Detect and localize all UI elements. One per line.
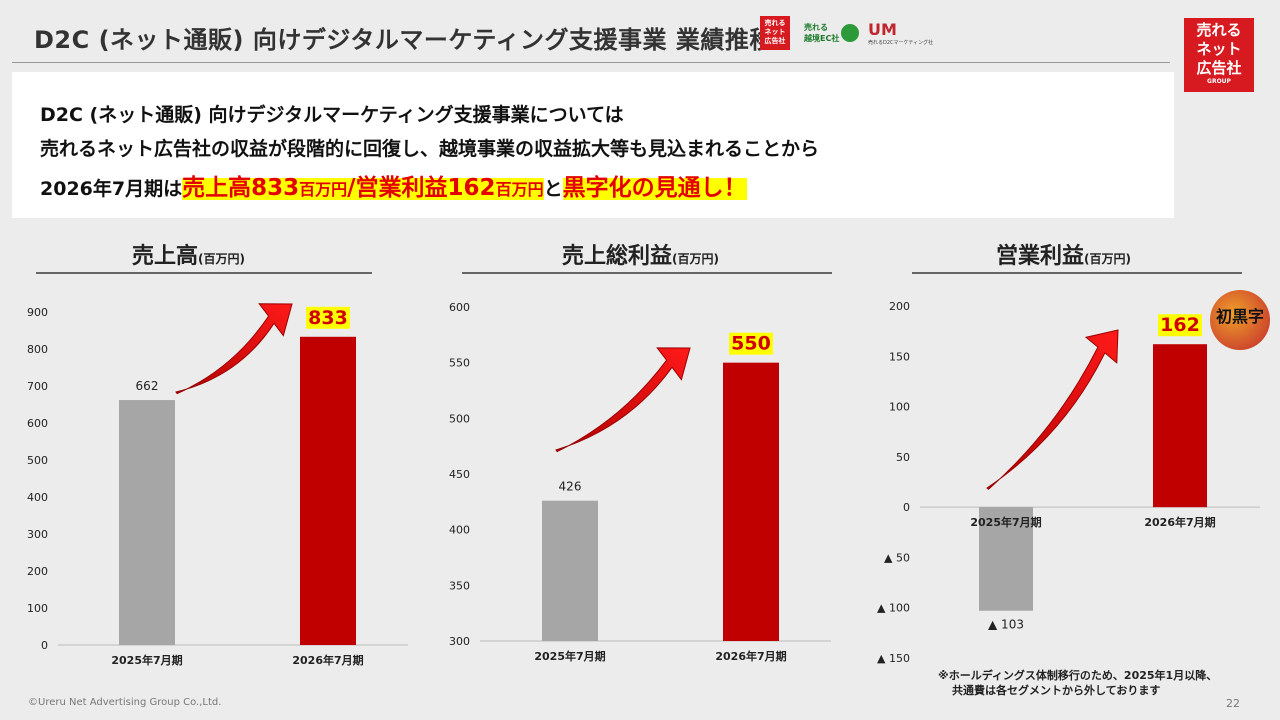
group-logo: 売れる ネット 広告社 GROUP — [1184, 18, 1254, 92]
bar — [723, 362, 779, 641]
value-label: 550 — [731, 333, 771, 355]
bar — [300, 336, 356, 645]
category-label: 2026年7月期 — [292, 653, 363, 667]
um-logo-caption: 売れるD2Cマーケティング社 — [868, 40, 934, 46]
y-tick-label: 100 — [27, 602, 48, 615]
growth-arrow-icon — [986, 329, 1119, 490]
um-logo: UM 売れるD2Cマーケティング社 — [868, 20, 933, 46]
hl-unit-2: 百万円 — [495, 180, 544, 199]
y-tick-label: ▲ 50 — [884, 551, 910, 564]
hl-op-profit: /営業利益162 — [347, 175, 496, 201]
banner-line-2: 売れるネット広告社の収益が段階的に回復し、越境事業の収益拡大等も見込まれることか… — [40, 138, 820, 160]
group-logo-text: 売れる ネット 広告社 — [1196, 21, 1242, 77]
copyright: ©Ureru Net Advertising Group Co.,Ltd. — [28, 697, 222, 708]
page-title: D2C (ネット通販) 向けデジタルマーケティング支援事業 業績推移 — [34, 26, 774, 54]
chart-title-sales-text: 売上高 — [132, 244, 199, 269]
hl-sales: 売上高833 — [182, 175, 300, 201]
bar — [1153, 344, 1207, 508]
y-tick-label: 200 — [889, 300, 910, 313]
ekkyo-logo-text: 売れる 越境EC社 — [804, 23, 840, 43]
footnote: ※ホールディングス体制移行のため、2025年1月以降、 共通費は各セグメントから… — [938, 668, 1217, 698]
ureru-net-logo: 売れる ネット 広告社 — [760, 16, 790, 50]
summary-banner: D2C (ネット通販) 向けデジタルマーケティング支援事業については 売れるネッ… — [12, 72, 1174, 218]
y-tick-label: 0 — [41, 639, 48, 652]
value-label: ▲ 103 — [988, 618, 1024, 632]
banner-mid: と — [543, 178, 563, 200]
banner-line-1: D2C (ネット通販) 向けデジタルマーケティング支援事業については — [40, 104, 624, 126]
y-tick-label: 300 — [449, 635, 470, 648]
group-logo-sub: GROUP — [1207, 78, 1231, 85]
y-tick-label: 300 — [27, 528, 48, 541]
value-label-highlight — [729, 332, 773, 355]
y-tick-label: 800 — [27, 343, 48, 356]
y-tick-label: 150 — [889, 350, 910, 363]
y-tick-label: 500 — [449, 412, 470, 425]
y-tick-label: ▲ 100 — [877, 602, 910, 615]
highlight-profitability: 黒字化の見通し！ — [562, 175, 747, 201]
chart-unit-sales: (百万円) — [198, 252, 245, 266]
y-tick-label: 50 — [896, 451, 910, 464]
y-tick-label: 700 — [27, 380, 48, 393]
y-tick-label: 200 — [27, 565, 48, 578]
hl-black-ink: 黒字化の見通し！ — [562, 175, 747, 201]
y-tick-label: 450 — [449, 468, 470, 481]
chart-title-gross-profit: 売上総利益(百万円) — [562, 238, 719, 270]
value-label: 662 — [136, 379, 159, 393]
chart-rule-sales — [36, 272, 372, 274]
bar — [979, 507, 1033, 611]
chart-unit-gross: (百万円) — [672, 252, 719, 266]
chart-title-operating-profit: 営業利益(百万円) — [996, 238, 1131, 270]
y-tick-label: 100 — [889, 401, 910, 414]
category-label: 2026年7月期 — [1144, 515, 1215, 529]
hl-unit-1: 百万円 — [299, 180, 348, 199]
growth-arrow-icon — [175, 303, 293, 395]
category-label: 2026年7月期 — [715, 649, 786, 663]
bar — [542, 500, 598, 641]
value-label: 833 — [308, 307, 348, 329]
ureru-ekkyo-ec-logo: 売れる 越境EC社 — [804, 22, 860, 44]
y-tick-label: 600 — [27, 417, 48, 430]
value-label-highlight — [1158, 314, 1202, 337]
chart-title-gross-text: 売上総利益 — [562, 244, 673, 269]
growth-arrow-icon — [555, 347, 691, 453]
y-tick-label: 900 — [27, 306, 48, 319]
highlight-sales-profit: 売上高833百万円/営業利益162百万円 — [182, 175, 544, 201]
footnote-line-1: ※ホールディングス体制移行のため、2025年1月以降、 — [938, 669, 1218, 682]
chart-title-op-text: 営業利益 — [996, 244, 1085, 269]
y-tick-label: ▲ 150 — [877, 652, 910, 665]
um-logo-text: UM — [868, 20, 897, 39]
first-profit-stamp: 初黒字 — [1210, 290, 1270, 350]
banner-line-3-prefix: 2026年7月期は — [40, 178, 183, 200]
chart-rule-gross — [462, 272, 832, 274]
footnote-line-2: 共通費は各セグメントから外しております — [952, 684, 1161, 697]
value-label: 426 — [559, 480, 582, 494]
y-tick-label: 350 — [449, 579, 470, 592]
title-divider — [12, 62, 1170, 63]
value-label-highlight — [306, 306, 350, 329]
value-label: 162 — [1160, 314, 1200, 336]
category-label: 2025年7月期 — [970, 515, 1041, 529]
chart-rule-op — [912, 272, 1242, 274]
globe-icon — [841, 24, 860, 42]
chart-title-sales: 売上高(百万円) — [132, 238, 245, 270]
bar — [119, 400, 175, 645]
y-tick-label: 0 — [903, 501, 910, 514]
y-tick-label: 500 — [27, 454, 48, 467]
banner-line-3: 2026年7月期は売上高833百万円/営業利益162百万円と黒字化の見通し！ — [40, 168, 747, 202]
y-tick-label: 400 — [27, 491, 48, 504]
y-tick-label: 400 — [449, 524, 470, 537]
category-label: 2025年7月期 — [111, 653, 182, 667]
category-label: 2025年7月期 — [534, 649, 605, 663]
chart-unit-op: (百万円) — [1084, 252, 1131, 266]
page-number: 22 — [1226, 697, 1240, 710]
ureru-net-logo-text: 売れる ネット 広告社 — [764, 19, 786, 45]
y-tick-label: 600 — [449, 301, 470, 314]
y-tick-label: 550 — [449, 357, 470, 370]
